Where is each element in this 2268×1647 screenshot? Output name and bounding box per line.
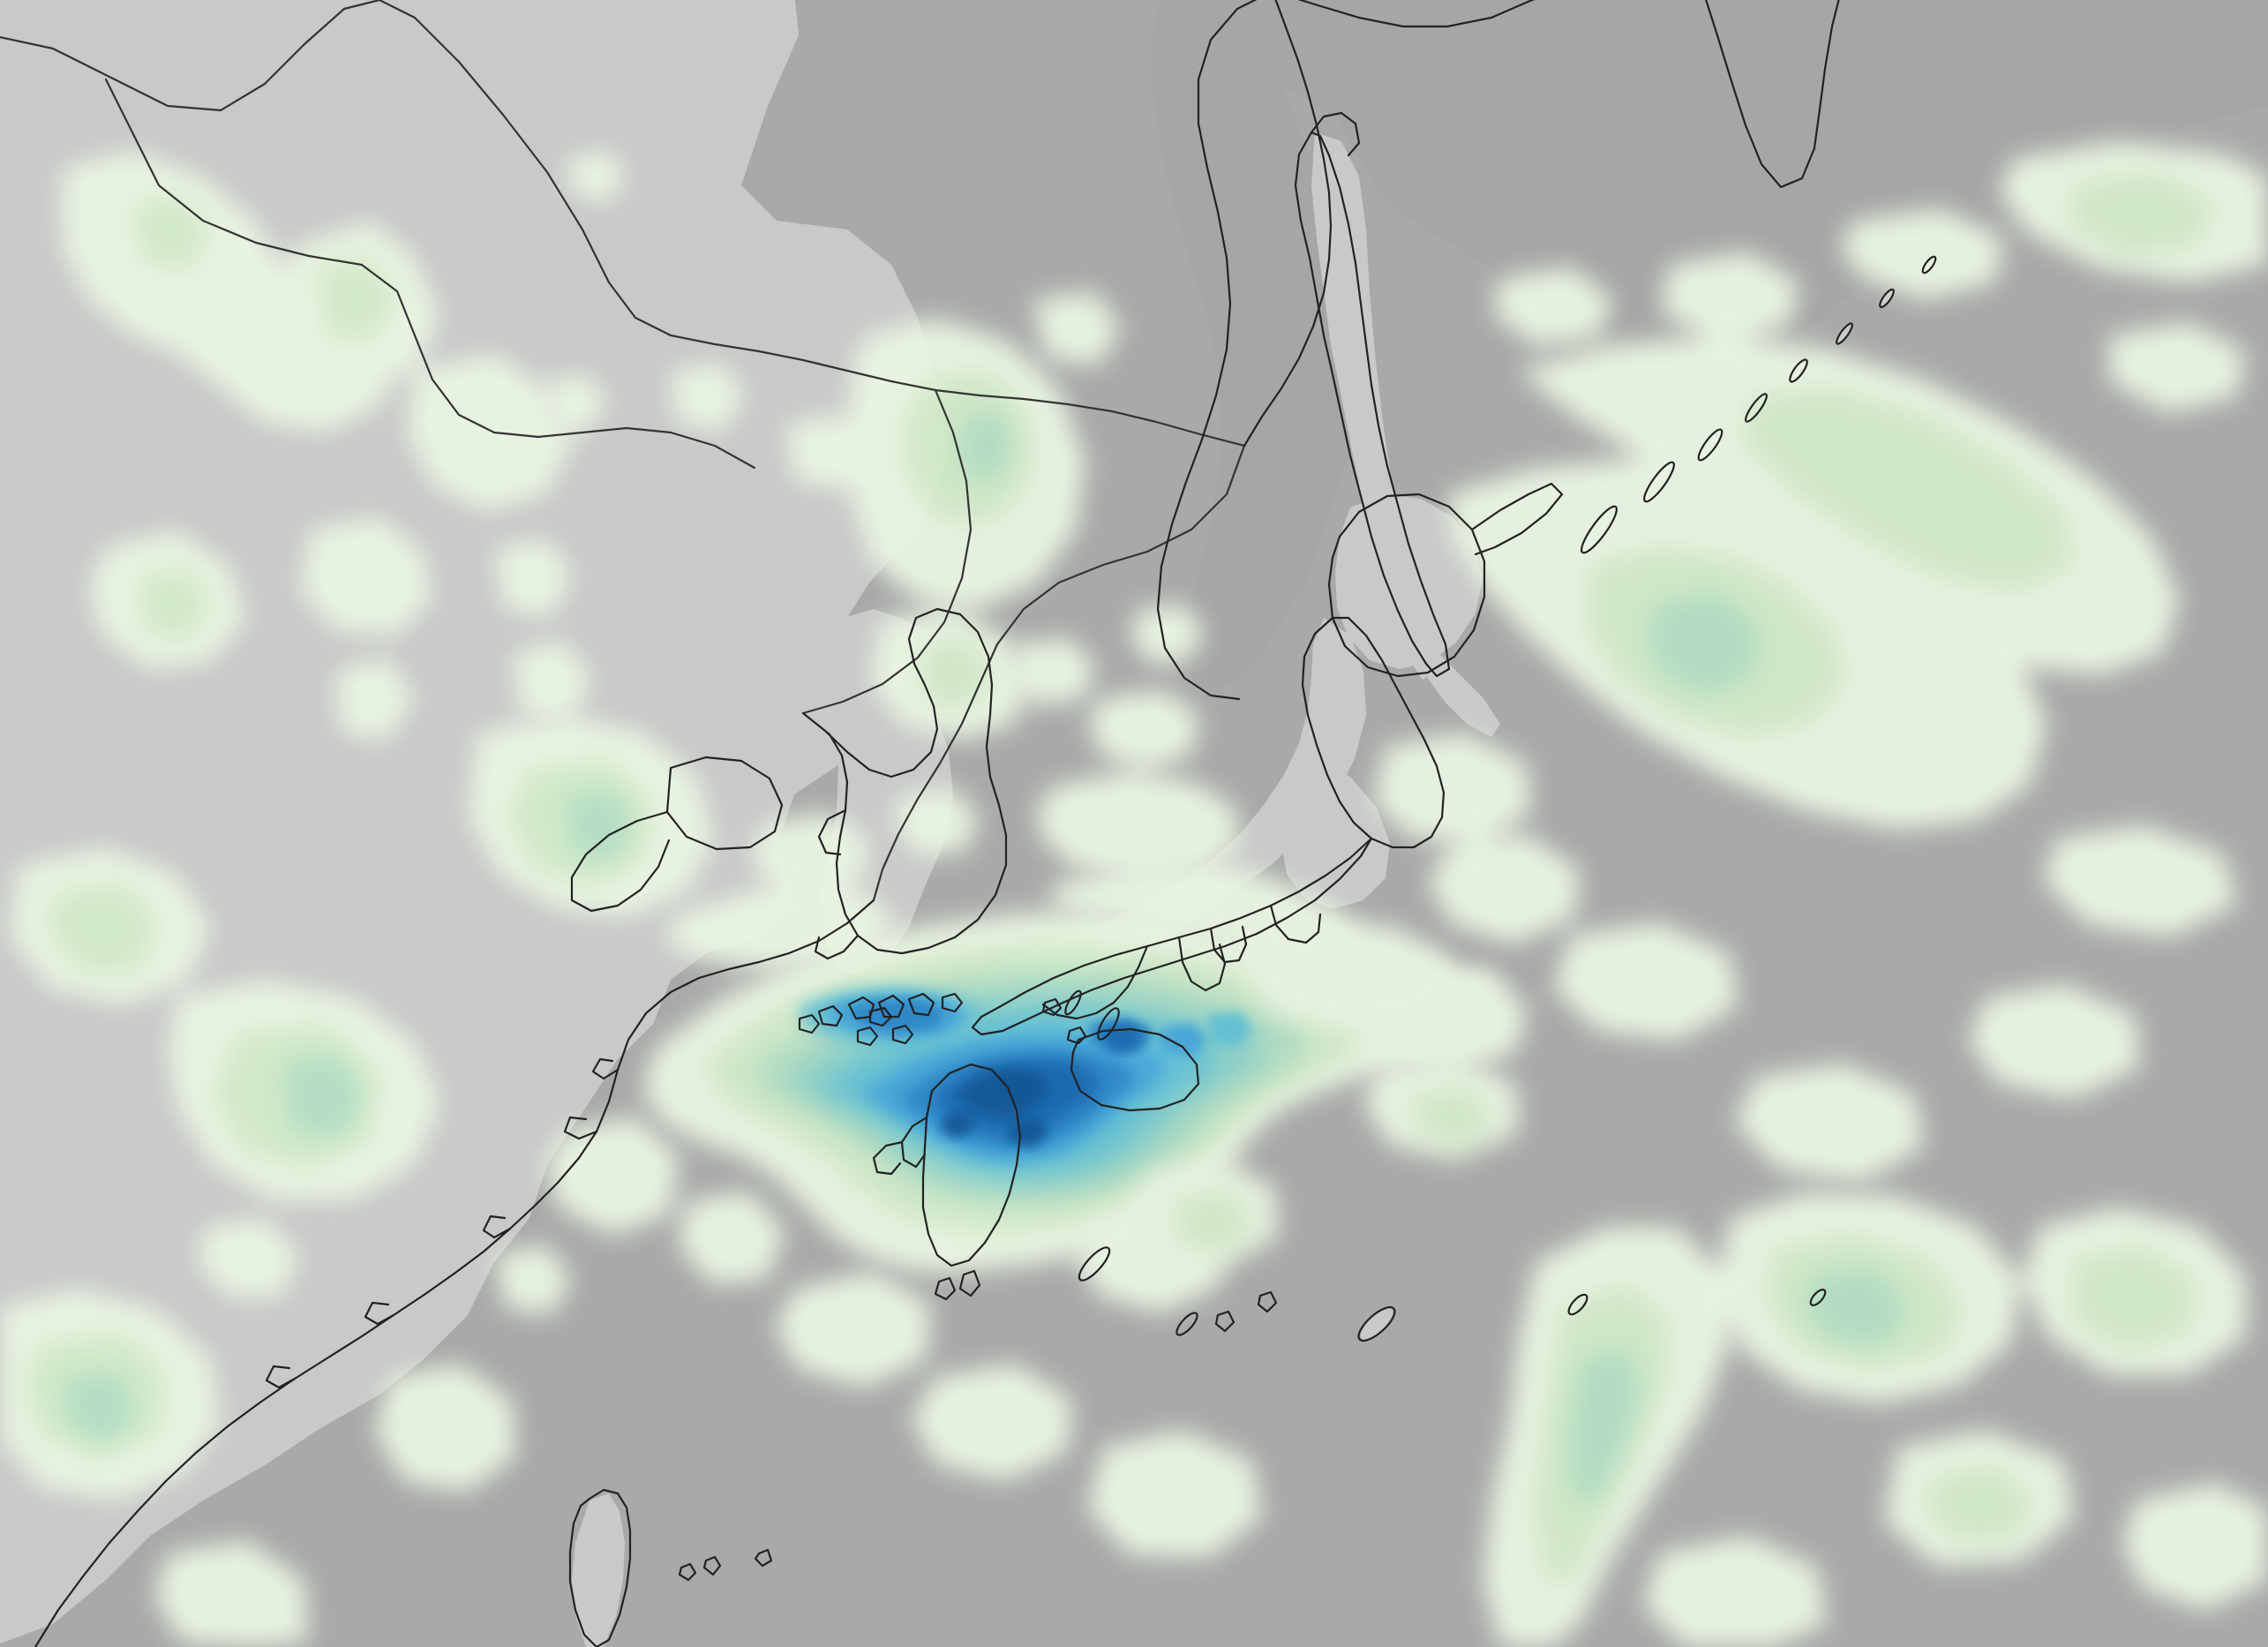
coast-honshu-north [1301, 616, 1446, 849]
coast-honshu-main [971, 837, 1373, 1036]
coast-kyushu-west-inlets [900, 1116, 928, 1169]
precip-sea-of-japan [1008, 604, 1240, 881]
precip-central-china [0, 715, 785, 1647]
coast-small-japan-islands [1041, 989, 1120, 1045]
border-china-mongolia [104, 78, 756, 470]
coast-hokkaido [1327, 493, 1486, 678]
precip-honshu-trail [1125, 920, 1454, 1269]
coast-korea [801, 607, 1008, 955]
coast-hangzhou-bay [563, 1116, 598, 1140]
coast-kyushu [921, 1063, 1022, 1267]
precip-philippine-sea [775, 1192, 2268, 1647]
coast-east-china-detail [591, 1057, 620, 1080]
coast-kamchatka [1705, 0, 1840, 189]
coast-bohai [570, 810, 671, 913]
coast-taiwan-strait-isles [678, 1548, 773, 1582]
coast-south-china-detail [265, 1365, 297, 1389]
land-sakhalin [1311, 132, 1437, 680]
coast-kuril-islands [1581, 255, 1937, 554]
coast-russia-primorye [1243, 0, 1333, 447]
border-ne-china-internal [801, 388, 973, 715]
coast-shikoku [1070, 1027, 1200, 1112]
coast-fujian-detail [482, 1215, 512, 1239]
precip-yellow-sea [666, 787, 980, 971]
coast-kii-peninsula [1177, 936, 1227, 992]
coast-sakhalin [1294, 131, 1451, 678]
coast-sakhalin-north-tip [1310, 111, 1361, 157]
coast-ryukyu-islands [1078, 1246, 1827, 1342]
coast-jeju [868, 1006, 893, 1027]
coast-ise-bay [1209, 925, 1248, 964]
coast-nagasaki [872, 1140, 904, 1176]
land-honshu-kanto [1281, 759, 1390, 909]
coast-shiretoko [1470, 482, 1564, 556]
precipitation-layer [0, 141, 2268, 1647]
coast-korea-west-inlets [817, 808, 847, 856]
precip-northeast-china [547, 291, 1121, 741]
precip-inner-mongolia [62, 150, 627, 741]
land-sakhalin-south [1426, 644, 1500, 737]
coast-guangdong-detail [364, 1301, 395, 1326]
coast-okhotsk-north [1297, 0, 1536, 28]
precip-north-pacific [1363, 141, 2268, 1183]
border-china-russia-east [872, 444, 1246, 902]
coastline-group [0, 0, 1937, 1647]
land-russia-far-east [1174, 0, 2268, 415]
coast-shandong [665, 756, 784, 851]
coast-honshu-pacific-bays [1269, 904, 1322, 944]
coast-okhotsk-west [1156, 0, 1258, 701]
border-mongolia-russia [0, 0, 1246, 447]
land-taiwan [572, 1493, 625, 1647]
coast-korea-south-isles [814, 934, 860, 960]
land-kamchatka-tip [1704, 0, 1844, 177]
coast-south-kyushu-islands [934, 1269, 981, 1301]
coast-taiwan [568, 1488, 632, 1647]
coast-tsushima-goto-islands [798, 992, 964, 1047]
coast-seto-north [1041, 944, 1149, 1020]
